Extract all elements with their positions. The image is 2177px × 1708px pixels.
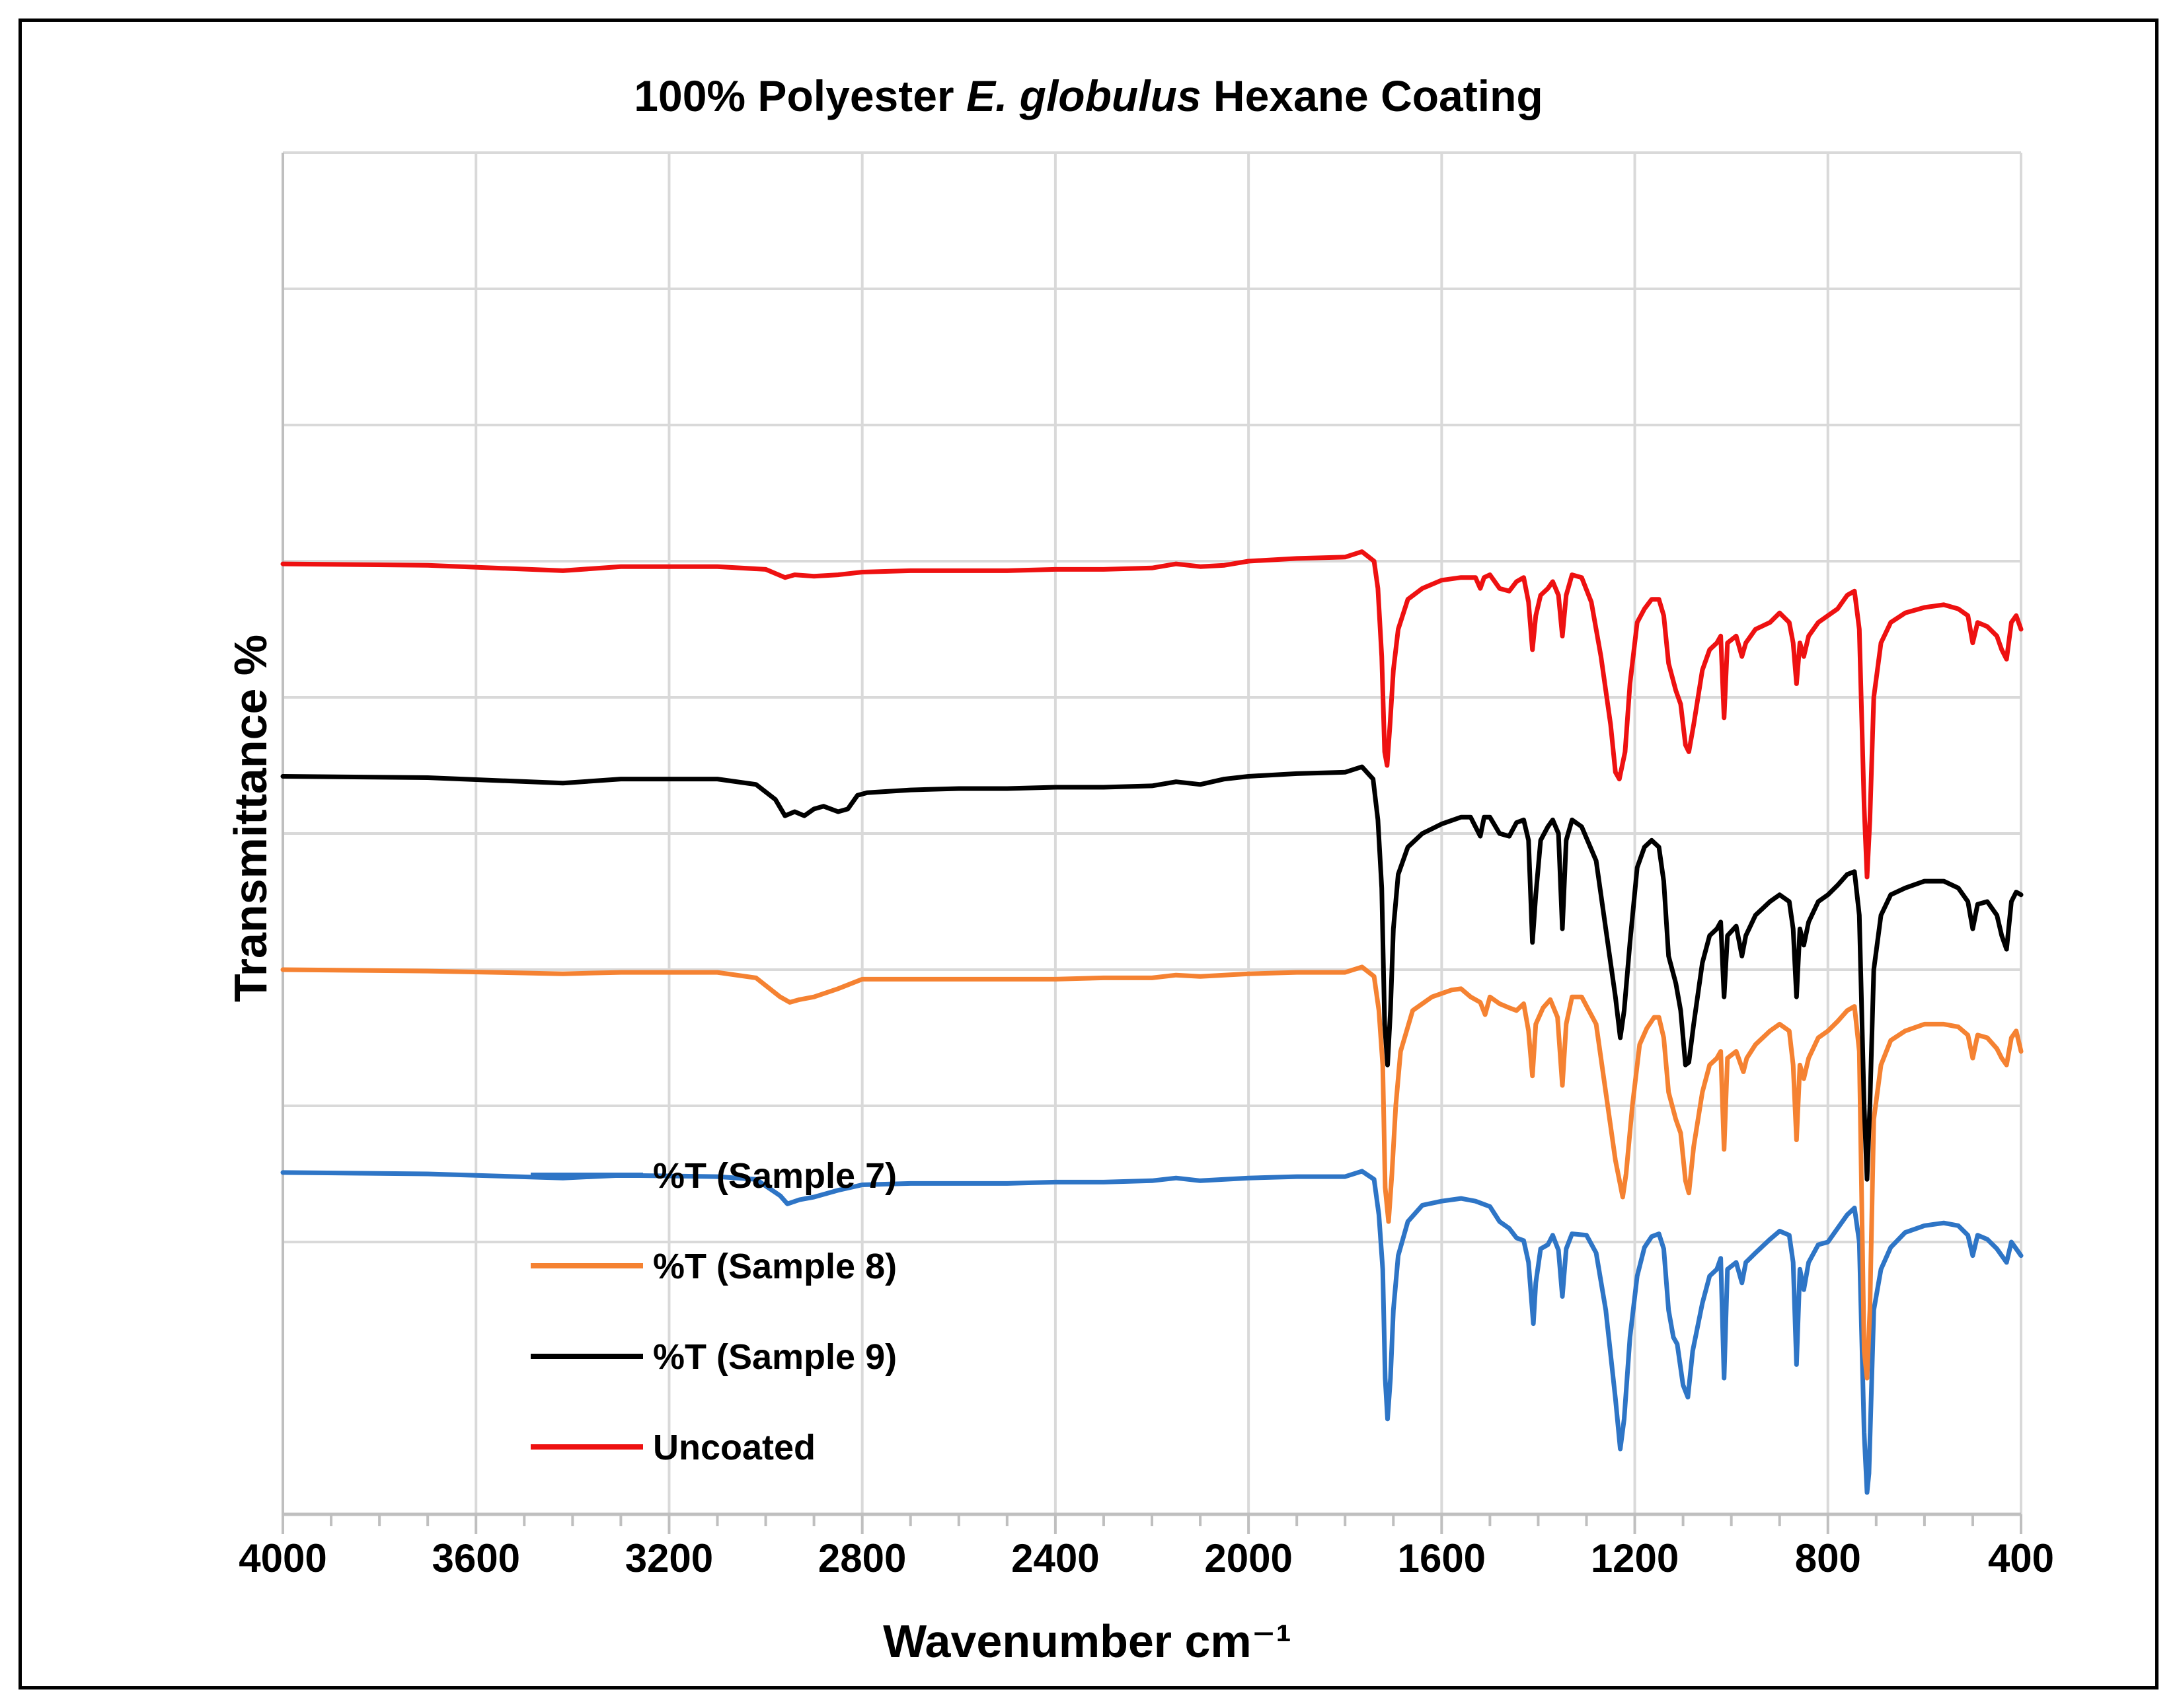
x-tick-labels: 4000 3600 3200 2800 2400 2000 1600 1200 800 400: [239, 1536, 2054, 1580]
x-tick-label: 2400: [1011, 1536, 1099, 1580]
grid: [283, 151, 2022, 1514]
x-tick-label: 3600: [432, 1536, 519, 1580]
series-lines: [280, 549, 2024, 1495]
legend-label: %T (Sample 7): [653, 1156, 897, 1196]
legend-item: %T (Sample 8): [531, 1247, 897, 1286]
x-tick-label: 1600: [1398, 1536, 1486, 1580]
x-tick-label: 2000: [1204, 1536, 1292, 1580]
y-axis-label: Transmittance %: [225, 635, 276, 1002]
legend-label: %T (Sample 8): [653, 1247, 897, 1286]
chart-title-part-2: E. globulus: [966, 71, 1202, 120]
chart-title-part-1: 100% Polyester: [634, 71, 966, 120]
series-line-4: [280, 549, 2024, 880]
x-tick-label: 3200: [625, 1536, 713, 1580]
ftir-chart: 100% Polyester E. globulus Hexane Coatin…: [22, 22, 2155, 1686]
legend-label: %T (Sample 9): [653, 1337, 897, 1377]
x-tick-label: 800: [1795, 1536, 1861, 1580]
legend-item: Uncoated: [531, 1428, 816, 1467]
x-tick-label: 4000: [239, 1536, 326, 1580]
chart-frame: 100% Polyester E. globulus Hexane Coatin…: [19, 19, 2158, 1689]
x-tick-label: 1200: [1591, 1536, 1679, 1580]
legend-item: %T (Sample 7): [531, 1156, 897, 1196]
series-line-2: [280, 964, 2024, 1381]
chart-title: 100% Polyester E. globulus Hexane Coatin…: [634, 71, 1543, 120]
legend: %T (Sample 7) %T (Sample 8) %T (Sample 9) U…: [531, 1156, 897, 1467]
series-line-3: [280, 764, 2024, 1182]
legend-label: Uncoated: [653, 1428, 816, 1467]
legend-item: %T (Sample 9): [531, 1337, 897, 1377]
x-axis-label: Wavenumber cm⁻¹: [883, 1615, 1291, 1667]
x-tick-label: 400: [1988, 1536, 2054, 1580]
x-tick-label: 2800: [818, 1536, 906, 1580]
chart-title-part-3: Hexane Coating: [1202, 71, 1543, 120]
axes: [282, 153, 2022, 1534]
series-line-1: [280, 1169, 2024, 1495]
